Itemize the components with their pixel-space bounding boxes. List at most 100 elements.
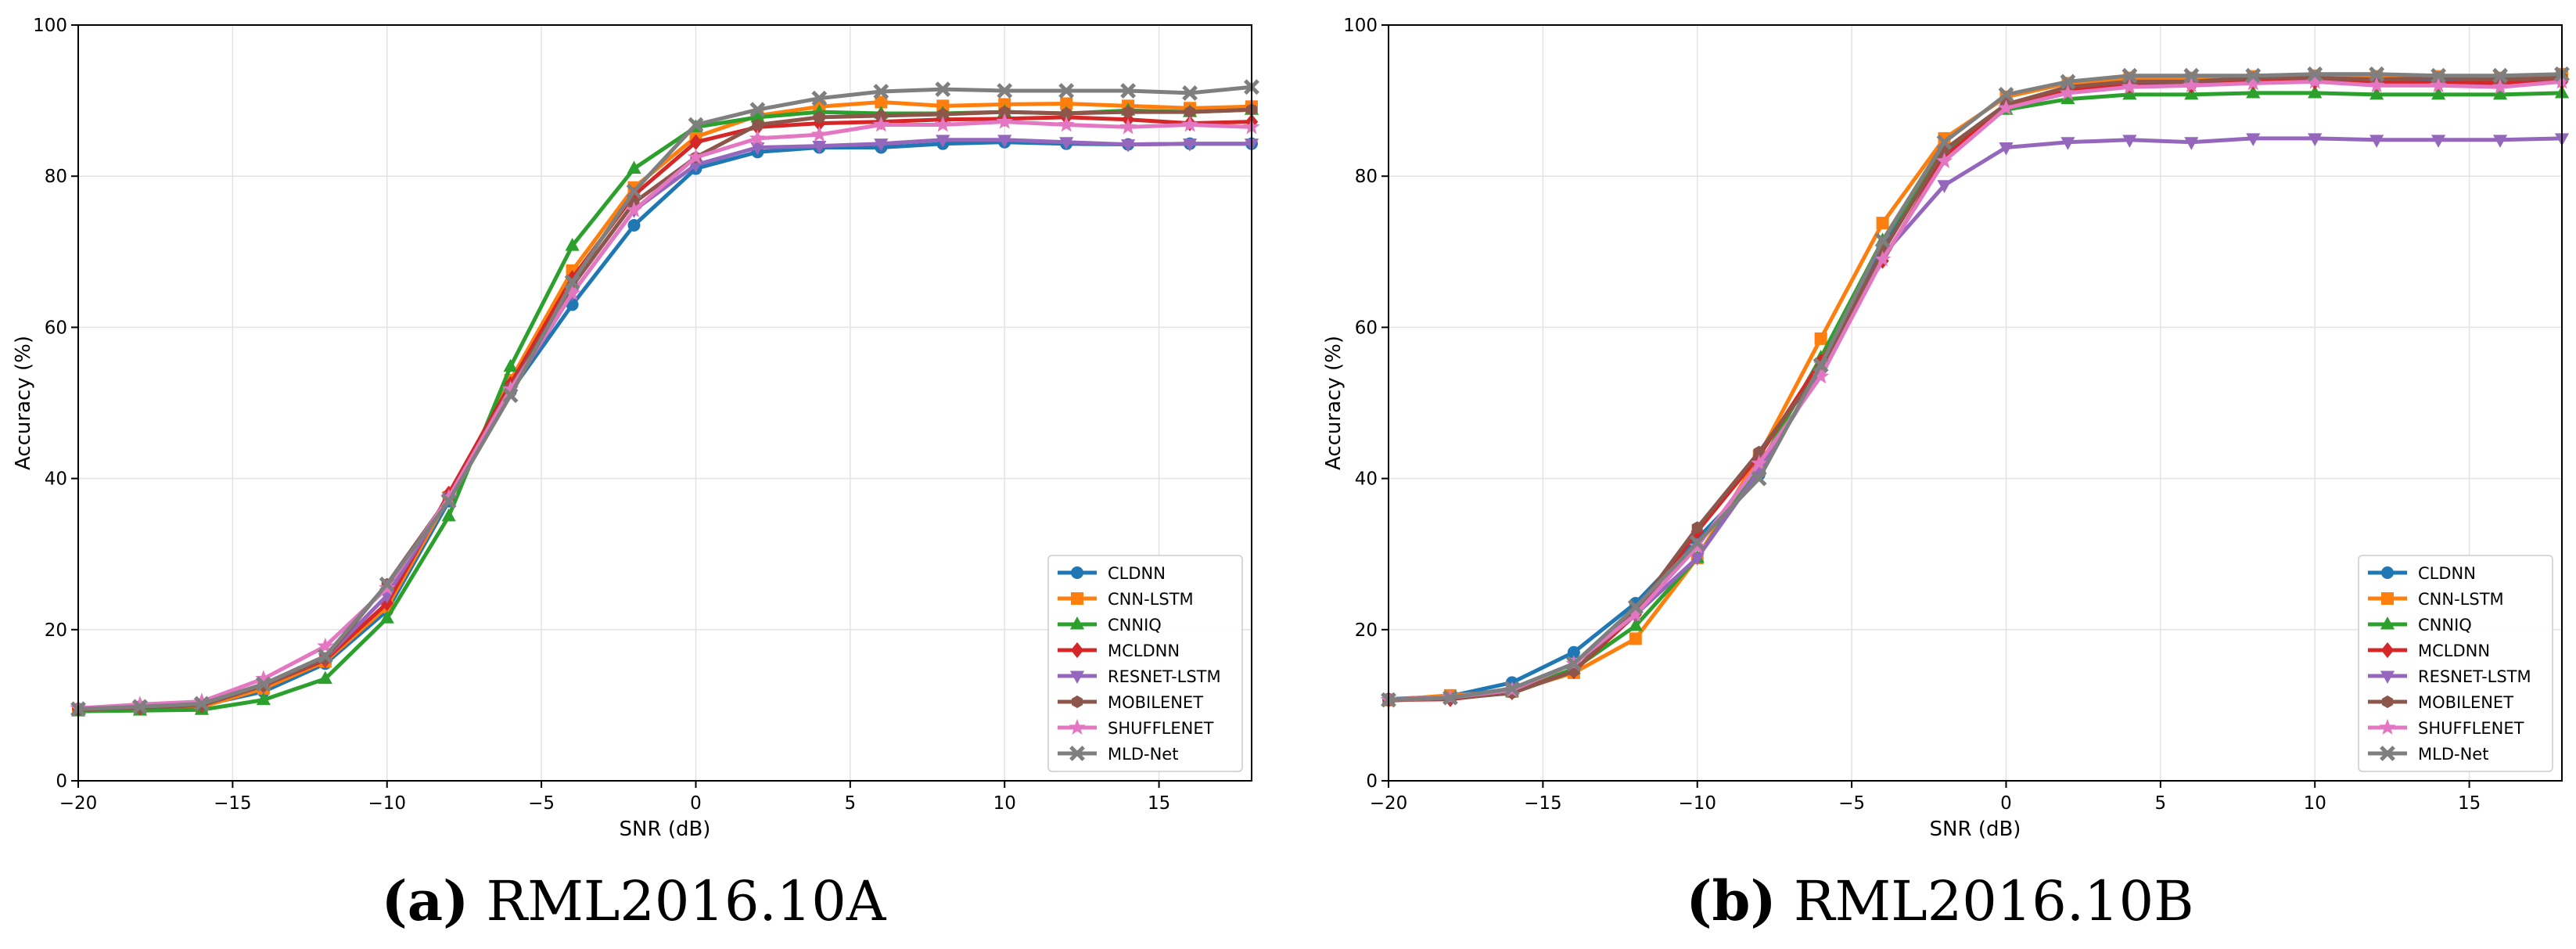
data-point bbox=[627, 218, 641, 232]
legend-label: MLD-Net bbox=[1108, 745, 1178, 764]
y-tick-label: 60 bbox=[45, 318, 67, 338]
data-point bbox=[1504, 681, 1520, 697]
data-point bbox=[1936, 134, 1953, 150]
data-point bbox=[565, 238, 580, 251]
x-axis-label: SNR (dB) bbox=[620, 818, 711, 841]
y-axis-label: Accuracy (%) bbox=[1322, 336, 1345, 470]
legend-entry: MCLDNN bbox=[2368, 642, 2490, 660]
data-point bbox=[2369, 86, 2384, 100]
legend-entry: CLDNN bbox=[2368, 564, 2476, 583]
y-tick-label: 60 bbox=[1355, 318, 1378, 338]
y-tick-label: 20 bbox=[45, 620, 67, 641]
legend-label: CLDNN bbox=[1108, 564, 1166, 583]
legend-marker bbox=[1069, 746, 1085, 761]
data-point bbox=[132, 699, 148, 715]
legend-label: MOBILENET bbox=[1108, 693, 1203, 712]
x-tick-label: −10 bbox=[1678, 793, 1716, 814]
legend-label: MCLDNN bbox=[2418, 642, 2490, 660]
data-point bbox=[812, 141, 827, 154]
chart-b: −20 −15 −10 −5 0 5 10 15 0 20 40 60 80 100 SNR (dB) Acc… bbox=[1322, 16, 2571, 841]
data-point bbox=[2308, 84, 2323, 99]
data-point bbox=[814, 110, 825, 124]
legend-marker bbox=[2382, 695, 2393, 709]
legend-entry: MLD-Net bbox=[2368, 745, 2488, 764]
data-point bbox=[256, 692, 271, 706]
data-point bbox=[2369, 66, 2385, 82]
legend-label: SHUFFLENET bbox=[2418, 719, 2524, 738]
data-point bbox=[1874, 250, 1892, 267]
data-point bbox=[1935, 152, 1953, 168]
data-point bbox=[1058, 83, 1075, 99]
legend-entry: MCLDNN bbox=[1058, 642, 1180, 660]
series-mld-net bbox=[1381, 66, 2570, 708]
data-point bbox=[996, 113, 1013, 129]
data-point bbox=[441, 508, 456, 522]
data-point bbox=[2368, 77, 2385, 93]
data-point bbox=[873, 84, 889, 99]
legend-marker bbox=[2380, 746, 2395, 761]
data-point bbox=[1937, 180, 1952, 193]
data-point bbox=[937, 107, 949, 121]
data-point bbox=[379, 579, 396, 595]
plot-frame bbox=[1388, 24, 2563, 782]
data-point bbox=[1628, 617, 1643, 631]
data-point bbox=[935, 81, 951, 98]
data-point bbox=[2307, 66, 2323, 82]
data-point bbox=[2431, 86, 2446, 100]
data-point bbox=[1751, 455, 1768, 471]
data-point bbox=[874, 138, 889, 152]
series-line bbox=[1388, 76, 2563, 703]
legend-marker bbox=[1069, 718, 1086, 735]
data-point bbox=[193, 696, 210, 712]
data-point bbox=[2430, 77, 2447, 93]
x-tick-label: −5 bbox=[528, 793, 555, 814]
data-point bbox=[750, 142, 765, 156]
legend-label: RESNET-LSTM bbox=[2418, 667, 2531, 686]
x-tick-label: −20 bbox=[1370, 793, 1408, 814]
data-point bbox=[1182, 138, 1198, 152]
data-point bbox=[1182, 85, 1198, 101]
legend-label: CNNIQ bbox=[1108, 616, 1162, 634]
legend-entry: CNNIQ bbox=[2368, 616, 2472, 634]
legend-marker bbox=[2380, 670, 2395, 685]
data-point bbox=[2492, 86, 2508, 100]
data-point bbox=[1874, 232, 1891, 249]
legend-marker bbox=[2380, 616, 2395, 630]
plot-frame bbox=[77, 24, 1252, 782]
legend-marker bbox=[2381, 566, 2394, 579]
data-point bbox=[1814, 332, 1827, 345]
data-point bbox=[1442, 689, 1458, 706]
data-point bbox=[936, 135, 950, 148]
legend-entry: SHUFFLENET bbox=[1058, 718, 1214, 738]
data-point bbox=[317, 637, 334, 654]
series-line bbox=[77, 120, 1252, 710]
data-point bbox=[1565, 656, 1582, 672]
data-point bbox=[934, 116, 951, 132]
caption-a-text: RML2016.10A bbox=[469, 869, 886, 933]
x-tick-label: 0 bbox=[690, 793, 702, 814]
legend-entry: RESNET-LSTM bbox=[1058, 667, 1221, 686]
legend-entry: MOBILENET bbox=[2368, 693, 2513, 712]
y-tick-label: 40 bbox=[45, 469, 67, 490]
data-point bbox=[1121, 139, 1136, 153]
x-axis-label: SNR (dB) bbox=[1930, 818, 2021, 841]
y-tick-label: 40 bbox=[1355, 469, 1378, 490]
data-point bbox=[2246, 84, 2261, 99]
data-point bbox=[1998, 86, 2014, 102]
series-mld-net bbox=[70, 79, 1259, 717]
data-point bbox=[1813, 357, 1829, 373]
data-point bbox=[1876, 217, 1889, 230]
data-point bbox=[875, 109, 887, 122]
legend-box bbox=[2358, 555, 2553, 772]
x-tick-label: −20 bbox=[59, 793, 98, 814]
legend-entry: RESNET-LSTM bbox=[2368, 667, 2531, 686]
legend-label: MLD-Net bbox=[2418, 745, 2488, 764]
data-point bbox=[2121, 78, 2138, 95]
legend-label: CNNIQ bbox=[2418, 616, 2472, 634]
x-tick-label: 15 bbox=[2458, 793, 2481, 814]
data-point bbox=[1058, 116, 1075, 132]
legend-marker bbox=[1071, 566, 1083, 579]
data-point bbox=[1181, 116, 1198, 132]
series-line bbox=[77, 100, 1252, 712]
